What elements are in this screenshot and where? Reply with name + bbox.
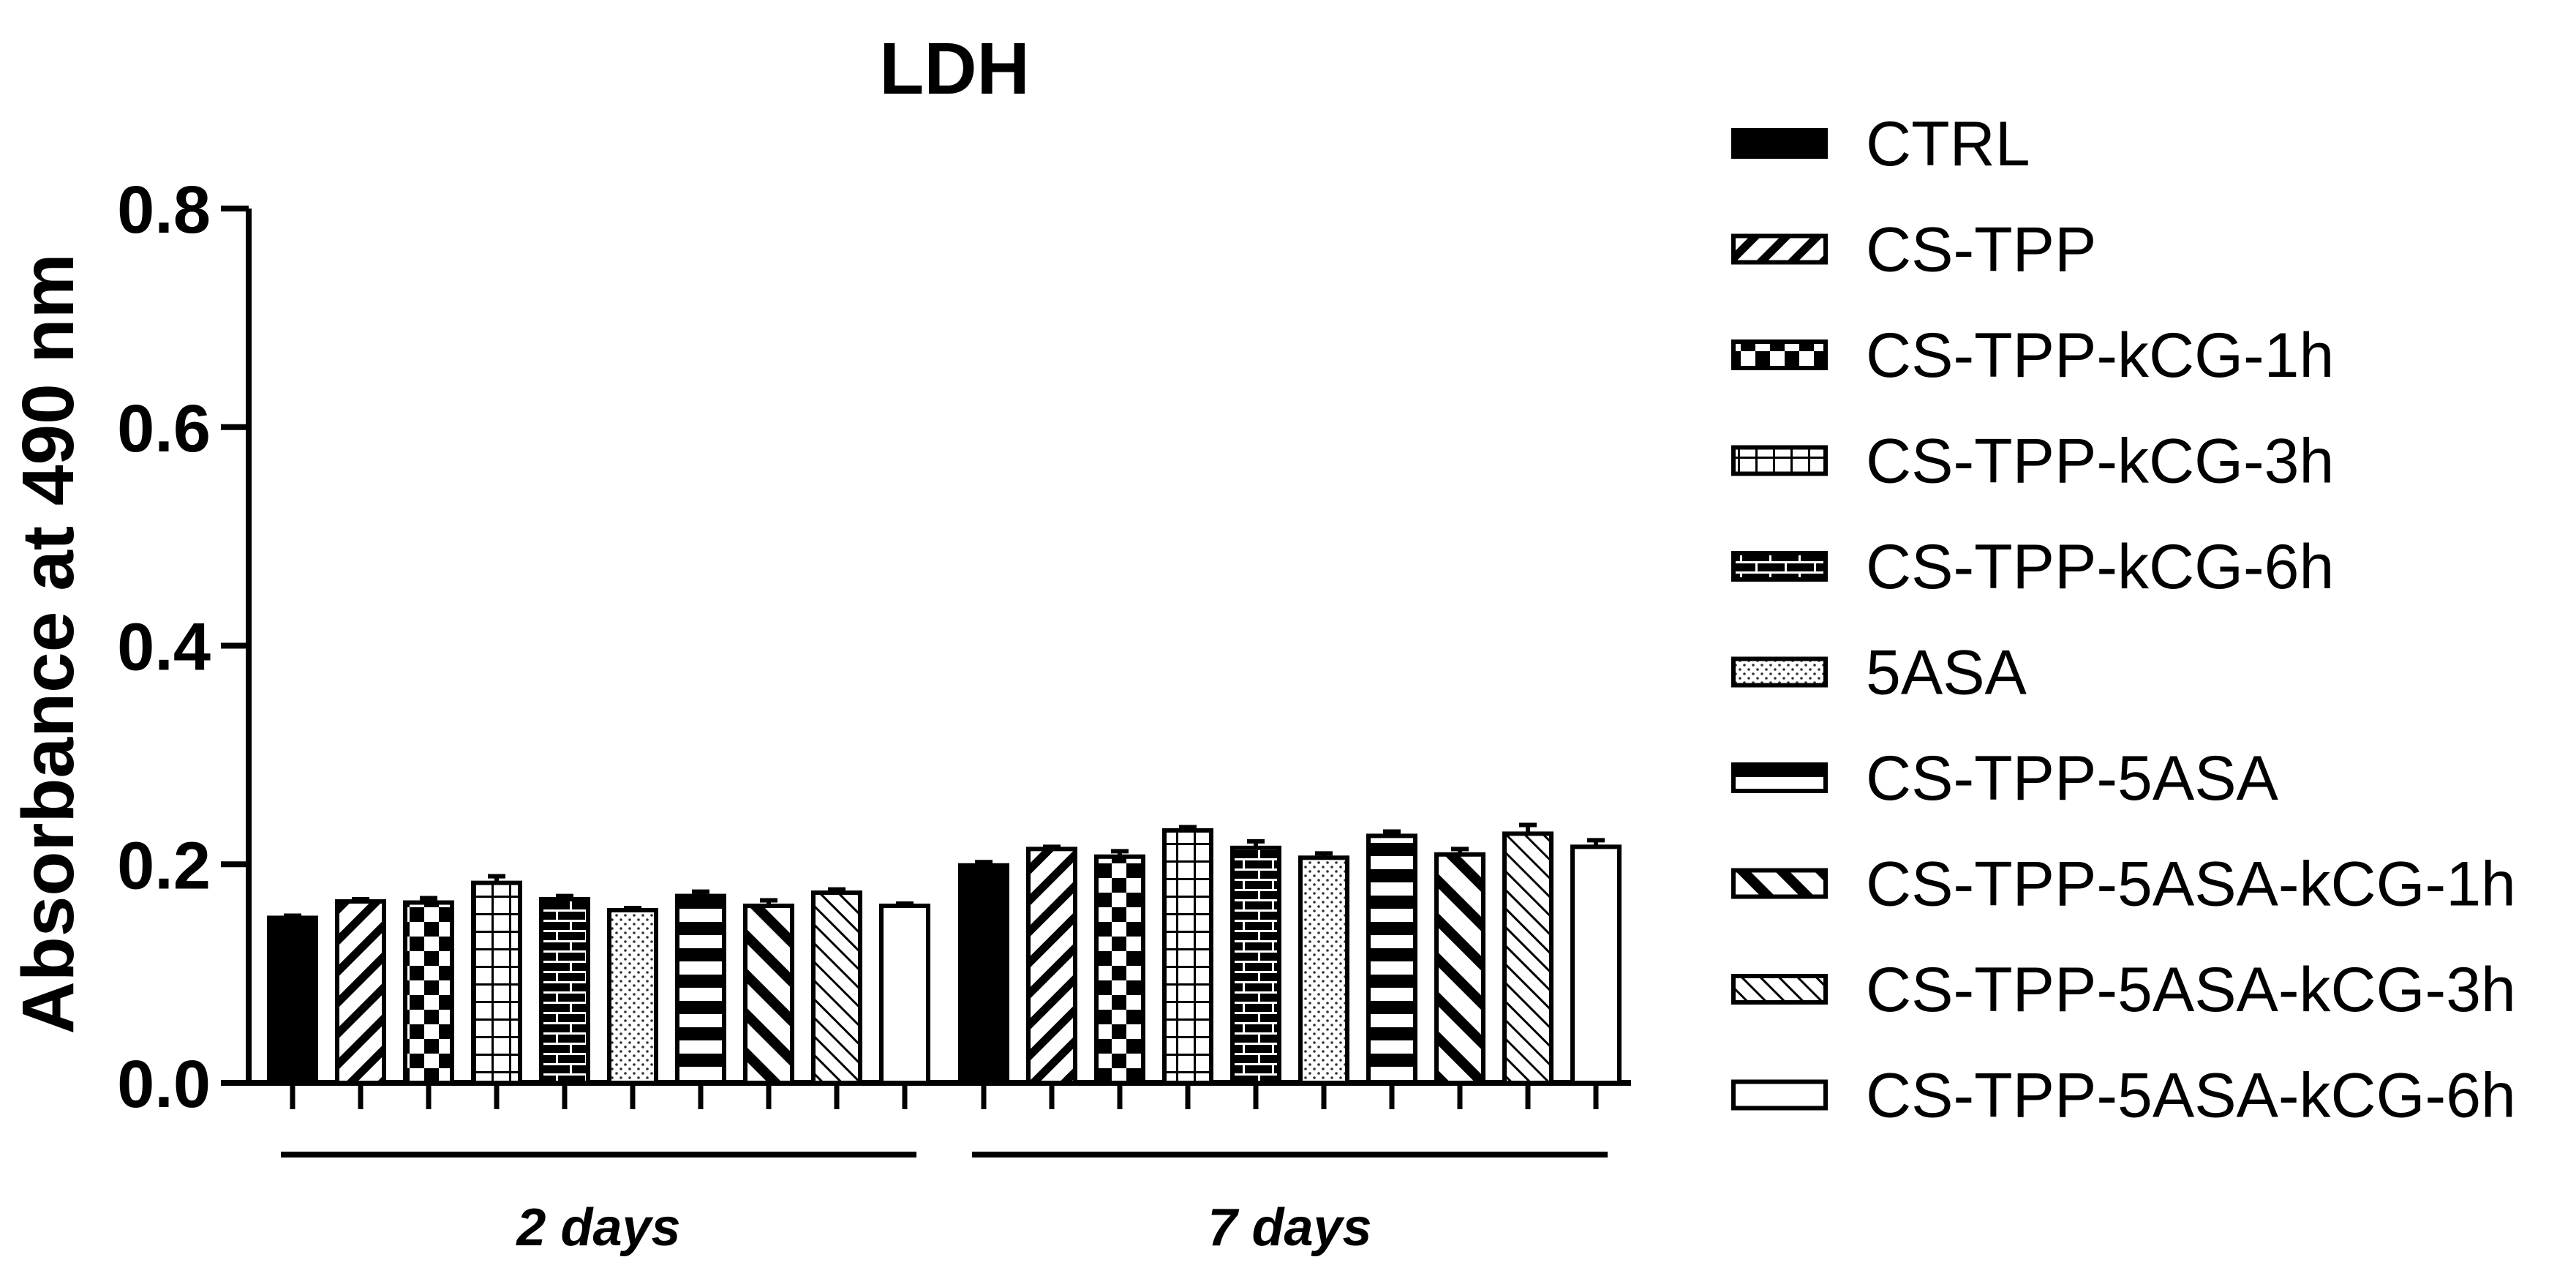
bar [1094,854,1145,1085]
y-tick-label: 0.2 [117,828,211,903]
bar [539,897,590,1086]
y-tick-label: 0.8 [117,173,211,247]
y-tick-label: 0.6 [117,391,211,466]
legend-swatch [1731,868,1828,899]
y-tick-label: 0.4 [117,610,211,685]
legend-label: CS-TPP [1866,215,2096,285]
legend-item: CS-TPP-5ASA-kCG-3h [1731,955,2516,1025]
bars [267,822,1622,1086]
bar [471,880,522,1086]
legend-label: CS-TPP-5ASA-kCG-6h [1866,1061,2516,1131]
bar [958,863,1009,1086]
bar [1026,847,1077,1086]
bar [1162,828,1213,1085]
legend-item: CS-TPP-5ASA-kCG-1h [1731,849,2516,920]
legend-swatch [1731,128,1828,159]
bar [1502,831,1553,1086]
bar [403,900,454,1085]
bar [335,899,386,1085]
bar [1434,852,1485,1086]
legend-item: CS-TPP-5ASA [1731,743,2279,814]
bar [811,890,862,1086]
y-axis: 0.0 0.2 0.4 0.6 0.8 [117,173,252,1122]
legend-label: CS-TPP-5ASA-kCG-3h [1866,955,2516,1025]
legend-swatch [1731,551,1828,582]
legend-item: 5ASA [1731,638,2027,708]
chart-title: LDH [879,28,1030,110]
bar [1230,845,1281,1085]
legend-swatch [1731,233,1828,265]
legend-swatch [1731,339,1828,370]
bar [1366,833,1417,1085]
bar [743,904,794,1085]
legend-item: CS-TPP [1731,215,2096,285]
y-axis-label: Absorbance at 490 nm [7,253,89,1034]
legend-swatch [1731,445,1828,476]
legend-label: CTRL [1866,109,2030,179]
bar [1570,844,1622,1085]
legend-item: CS-TPP-kCG-1h [1731,320,2334,391]
bar-group [958,822,1622,1086]
legend: CTRL CS-TPP CS-TPP-kCG-1h CS-TPP-kCG-3h CS-T… [1731,109,2516,1131]
legend-label: CS-TPP-kCG-1h [1866,320,2334,391]
legend-label: CS-TPP-kCG-3h [1866,427,2334,497]
legend-swatch [1731,762,1828,793]
bar [675,893,726,1085]
legend-swatch [1731,1079,1828,1111]
legend-swatch [1731,656,1828,688]
legend-label: CS-TPP-kCG-6h [1866,532,2334,602]
legend-item: CS-TPP-kCG-3h [1731,427,2334,497]
legend-swatch [1731,974,1828,1005]
legend-label: CS-TPP-5ASA [1866,743,2279,814]
legend-item: CTRL [1731,109,2030,179]
bar [607,907,658,1086]
bar [1298,855,1349,1085]
bar [879,904,930,1085]
group-label: 2 days [515,1198,680,1257]
x-axis [246,1080,1631,1109]
bar-group [267,874,930,1086]
bar [267,915,318,1085]
legend-item: CS-TPP-kCG-6h [1731,532,2334,602]
group-label: 7 days [1208,1198,1371,1257]
legend-label: CS-TPP-5ASA-kCG-1h [1866,849,2516,920]
y-tick-label: 0.0 [117,1047,211,1122]
legend-item: CS-TPP-5ASA-kCG-6h [1731,1061,2516,1131]
group-labels: 2 days 7 days [281,1152,1608,1257]
legend-label: 5ASA [1866,638,2027,708]
